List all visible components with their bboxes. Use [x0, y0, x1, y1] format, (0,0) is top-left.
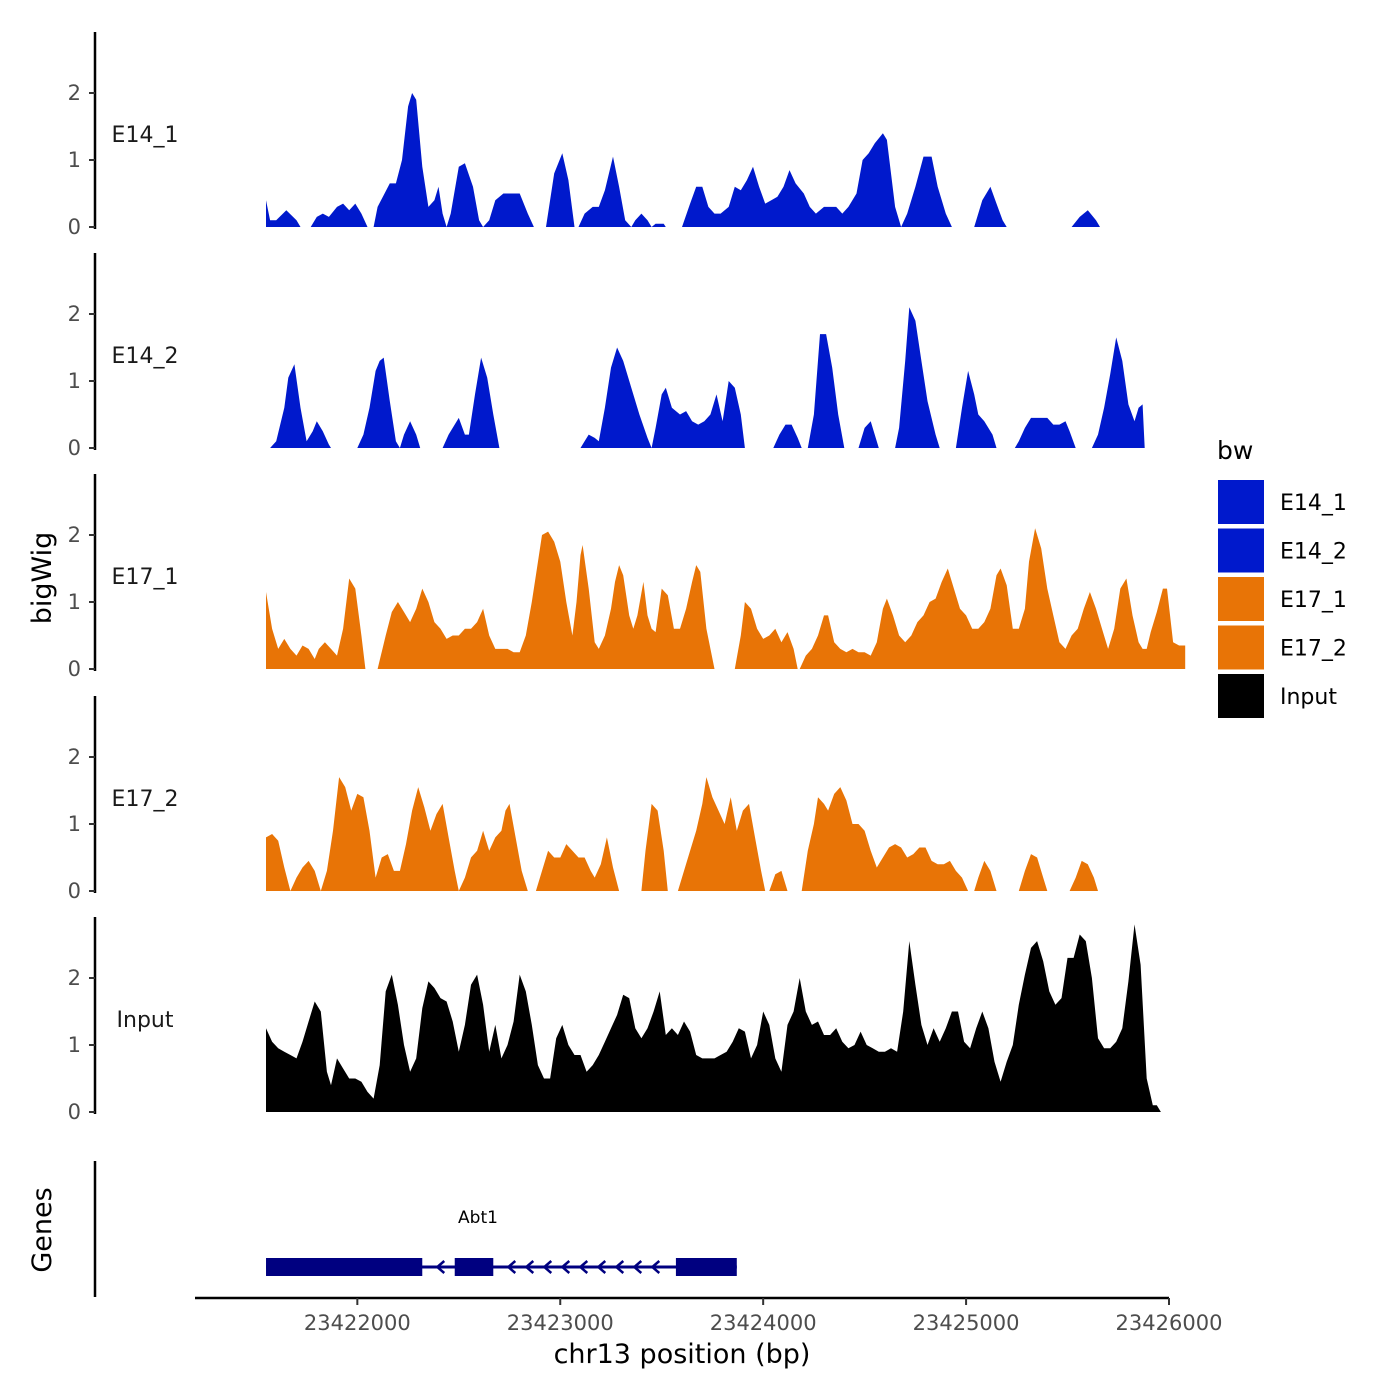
legend-item-input: Input	[1218, 674, 1337, 718]
track-label: E17_2	[112, 787, 179, 812]
y-tick-label: 1	[68, 590, 81, 614]
gene-exon	[675, 1258, 737, 1276]
track-label: E14_2	[112, 344, 179, 369]
legend-swatch	[1218, 480, 1264, 524]
y-tick-label: 1	[68, 812, 81, 836]
legend-item-e14-1: E14_1	[1218, 480, 1347, 524]
x-tick-label: 23422000	[304, 1311, 411, 1335]
legend-label: Input	[1280, 685, 1337, 710]
y-axis-title: bigWig	[27, 532, 58, 625]
legend-label: E14_2	[1280, 540, 1347, 565]
track-input: 0 1 2 Input	[68, 917, 1161, 1124]
strand-arrow	[578, 1260, 589, 1274]
y-tick-label: 0	[68, 657, 81, 681]
strand-arrow	[596, 1260, 607, 1274]
track-label: E14_1	[112, 123, 179, 148]
y-tick-label: 0	[68, 436, 81, 460]
y-tick-label: 0	[68, 215, 81, 239]
x-tick-label: 23423000	[507, 1311, 614, 1335]
area-e14-2	[270, 307, 1145, 448]
y-tick-label: 2	[68, 302, 81, 326]
strand-arrow	[542, 1260, 553, 1274]
x-tick-label: 23425000	[913, 1311, 1020, 1335]
y-tick-label: 1	[68, 148, 81, 172]
y-tick-label: 2	[68, 966, 81, 990]
legend-label: E17_2	[1280, 637, 1347, 662]
y-tick-label: 2	[68, 745, 81, 769]
gene-exon	[454, 1258, 494, 1276]
legend-label: E17_1	[1280, 588, 1347, 613]
strand-arrow	[506, 1260, 517, 1274]
signal-tracks: 0 1 2 E14_1 0 1 2 E14_2 0 1 2 E17_1 0 1 2 E17_2 0 1 2 Input	[68, 32, 1186, 1124]
legend-swatch	[1218, 674, 1264, 718]
legend-item-e14-2: E14_2	[1218, 528, 1347, 573]
y-tick-label: 2	[68, 523, 81, 547]
y-tick-label: 1	[68, 369, 81, 393]
legend-label: E14_1	[1280, 491, 1347, 516]
area-e17-2	[266, 777, 1098, 891]
x-axis-title: chr13 position (bp)	[554, 1339, 811, 1370]
gene-exon	[266, 1258, 423, 1276]
strand-arrow	[560, 1260, 571, 1274]
track-e14-2: 0 1 2 E14_2	[68, 253, 1145, 460]
gene-name-label: Abt1	[458, 1208, 498, 1228]
x-tick-label: 23424000	[710, 1311, 817, 1335]
genes-track-title: Genes	[27, 1187, 58, 1272]
strand-arrow	[632, 1260, 643, 1274]
y-tick-label: 2	[68, 81, 81, 105]
area-e14-1	[266, 93, 1100, 227]
legend-swatch	[1218, 625, 1264, 670]
area-input	[266, 924, 1161, 1112]
track-label: Input	[117, 1008, 174, 1033]
genes-track: Abt1	[93, 1161, 737, 1297]
track-e17-2: 0 1 2 E17_2	[68, 696, 1098, 903]
strand-arrow	[650, 1260, 661, 1274]
legend-item-e17-1: E17_1	[1218, 577, 1347, 621]
legend-swatch	[1218, 528, 1264, 573]
x-axis: 23422000 23423000 23424000 23425000 23426000	[195, 1296, 1223, 1335]
strand-arrow	[614, 1260, 625, 1274]
y-tick-label: 0	[68, 1100, 81, 1124]
y-tick-label: 0	[68, 879, 81, 903]
legend-swatch	[1218, 577, 1264, 621]
track-e14-1: 0 1 2 E14_1	[68, 32, 1100, 239]
area-e17-1	[266, 528, 1186, 669]
x-tick-label: 23426000	[1116, 1311, 1223, 1335]
legend-title: bw	[1217, 436, 1253, 465]
track-label: E17_1	[112, 565, 179, 590]
strand-arrow	[435, 1260, 446, 1274]
y-tick-label: 1	[68, 1033, 81, 1057]
gene-abt1: Abt1	[266, 1208, 737, 1276]
legend: bw E14_1 E14_2 E17_1 E17_2 Input	[1217, 436, 1347, 718]
legend-item-e17-2: E17_2	[1218, 625, 1347, 670]
strand-arrow	[524, 1260, 535, 1274]
track-e17-1: 0 1 2 E17_1	[68, 474, 1186, 681]
